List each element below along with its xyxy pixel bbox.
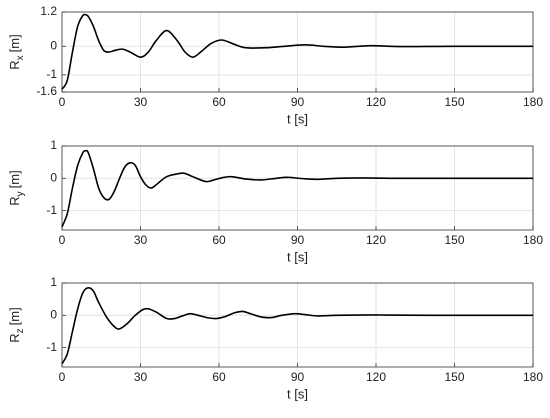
y-tick-label: -1 xyxy=(46,67,57,81)
y-label-main: R xyxy=(7,60,22,69)
x-tick-label: 180 xyxy=(523,95,543,109)
x-tick-label: 0 xyxy=(59,95,66,109)
data-line xyxy=(61,13,534,90)
y-label-unit: [m] xyxy=(7,307,22,325)
x-tick-label: 90 xyxy=(291,95,305,109)
y-tick-label: 1 xyxy=(50,138,57,152)
y-tick-label: -1.6 xyxy=(36,84,57,98)
x-tick-label: 180 xyxy=(523,233,543,247)
x-tick-label: 60 xyxy=(212,95,226,109)
y-label-sub: y xyxy=(15,191,26,196)
x-tick-label: 90 xyxy=(291,370,305,384)
x-axis-label: t [s] xyxy=(287,111,308,126)
y-label-sub: x xyxy=(15,55,26,60)
y-tick-label: 0 xyxy=(50,307,57,321)
y-axis-label: Rz [m] xyxy=(7,307,25,342)
x-tick-label: 150 xyxy=(444,233,464,247)
y-tick-label: 1.2 xyxy=(40,4,57,18)
y-axis-label: Ry [m] xyxy=(7,170,25,205)
data-line xyxy=(61,287,534,365)
y-label-main: R xyxy=(7,333,22,342)
y-tick-label: 0 xyxy=(50,38,57,52)
x-tick-label: 30 xyxy=(134,95,148,109)
x-tick-label: 90 xyxy=(291,233,305,247)
subplot: -1 0 1 0 30 60 90 120 150 180 t [s] Rz [m] xyxy=(7,275,543,401)
y-label-unit: [m] xyxy=(7,34,22,52)
y-label-main: R xyxy=(7,196,22,205)
plot-frame xyxy=(61,282,534,368)
y-label-sub: z xyxy=(15,328,26,333)
x-tick-label: 180 xyxy=(523,370,543,384)
y-tick-label: -1 xyxy=(46,203,57,217)
x-tick-label: 120 xyxy=(366,370,386,384)
x-tick-label: 120 xyxy=(366,95,386,109)
x-tick-label: 60 xyxy=(212,233,226,247)
x-tick-label: 150 xyxy=(444,370,464,384)
y-tick-label: -1 xyxy=(46,340,57,354)
x-axis-label: t [s] xyxy=(287,249,308,264)
x-tick-label: 0 xyxy=(59,370,66,384)
x-tick-label: 120 xyxy=(366,233,386,247)
x-tick-label: 0 xyxy=(59,233,66,247)
x-tick-label: 30 xyxy=(134,233,148,247)
subplot: -1 0 1 0 30 60 90 120 150 180 t [s] Ry [m] xyxy=(7,138,543,264)
y-tick-label: 1 xyxy=(50,275,57,289)
data-line xyxy=(61,149,534,228)
x-tick-label: 60 xyxy=(212,370,226,384)
x-tick-label: 30 xyxy=(134,370,148,384)
y-axis-label: Rx [m] xyxy=(7,34,25,69)
y-tick-label: 0 xyxy=(50,170,57,184)
x-axis-label: t [s] xyxy=(287,386,308,401)
plot-frame xyxy=(61,145,534,231)
y-label-unit: [m] xyxy=(7,170,22,188)
plot-frame xyxy=(61,11,534,93)
x-tick-label: 150 xyxy=(444,95,464,109)
